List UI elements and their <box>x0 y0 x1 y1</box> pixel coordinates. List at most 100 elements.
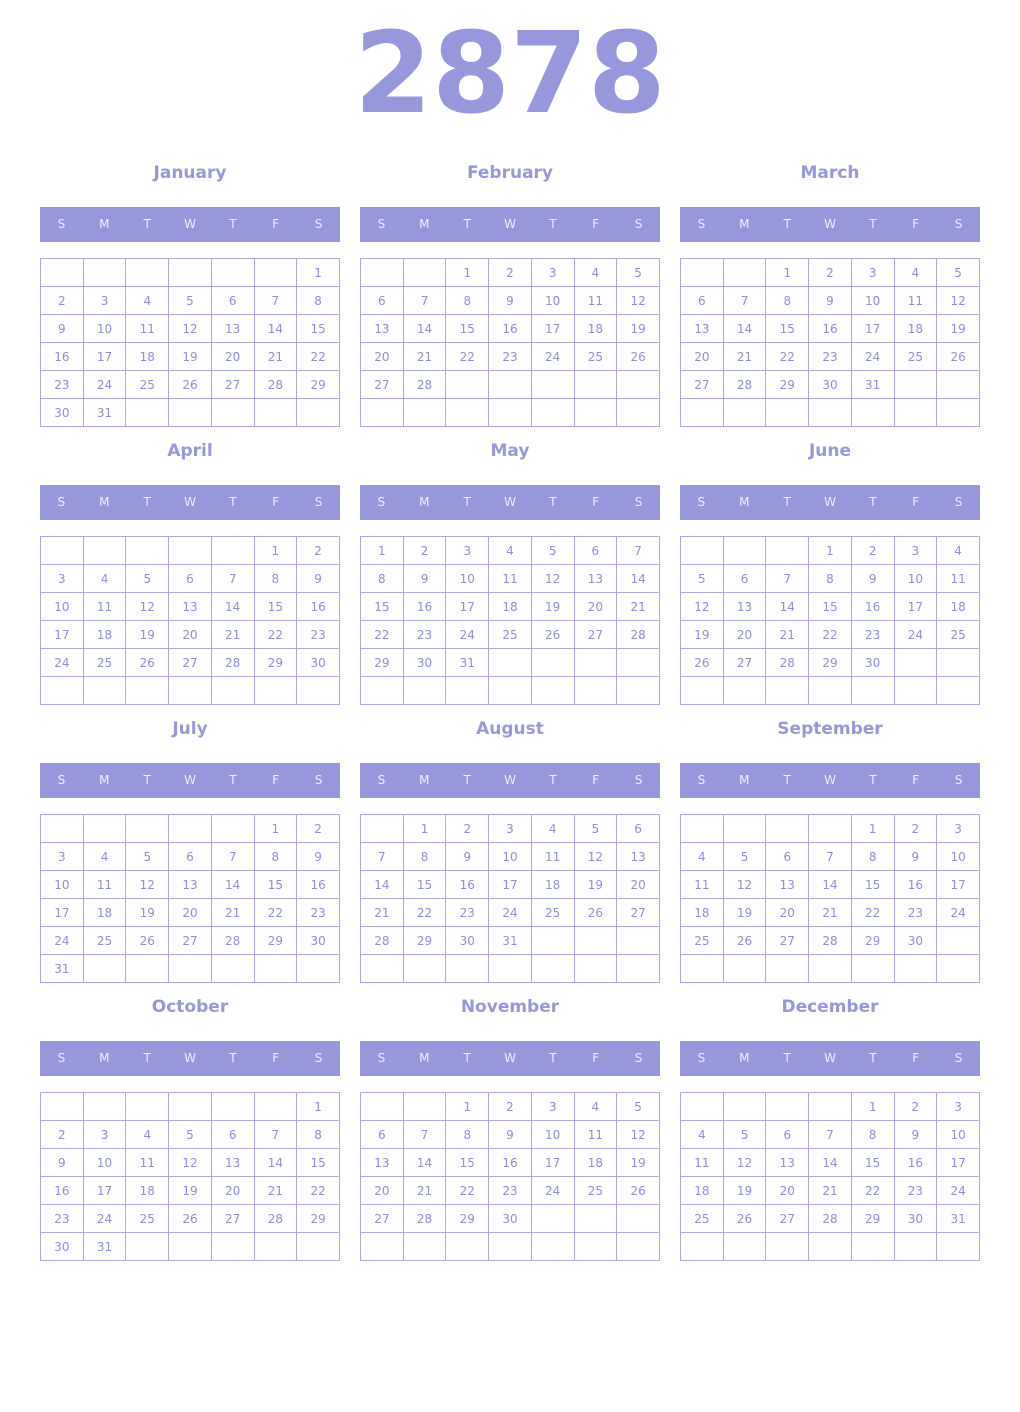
weekday-label: W <box>184 773 196 787</box>
day-cell: 27 <box>168 926 212 955</box>
weekday-label: M <box>419 495 430 509</box>
empty-cell <box>722 1092 767 1121</box>
day-cell: 11 <box>488 564 532 593</box>
weekday-label: F <box>912 773 920 787</box>
empty-cell <box>808 814 852 843</box>
weekday-label: F <box>912 1051 920 1065</box>
month-title: December <box>781 997 879 1017</box>
empty-cell <box>210 1092 255 1121</box>
day-cell: 21 <box>402 1176 447 1205</box>
day-cell: 18 <box>488 592 532 621</box>
day-cell: 18 <box>82 620 127 649</box>
day-cell: 9 <box>488 286 532 315</box>
week-row: 17 18 19 20 21 22 23 <box>40 620 340 649</box>
day-cell: 10 <box>530 1120 575 1149</box>
week-row: 5 6 7 8 9 10 11 <box>680 564 980 593</box>
day-cell: 4 <box>488 536 532 565</box>
day-cell: 11 <box>530 842 575 871</box>
empty-cell <box>445 1232 490 1261</box>
day-cell: 15 <box>402 870 447 899</box>
day-cell: 15 <box>360 592 404 621</box>
week-row <box>360 1232 660 1261</box>
empty-cell <box>616 676 660 705</box>
day-cell: 10 <box>936 1120 980 1149</box>
day-cell: 1 <box>402 814 447 843</box>
day-cell: 30 <box>808 370 852 399</box>
week-row: 20 21 22 23 24 25 26 <box>360 342 660 371</box>
day-cell: 18 <box>680 898 724 927</box>
day-cell: 23 <box>850 620 895 649</box>
day-cell: 3 <box>40 564 84 593</box>
empty-cell <box>402 1232 447 1261</box>
day-cell: 19 <box>722 898 767 927</box>
day-cell: 26 <box>125 926 170 955</box>
day-cell: 18 <box>680 1176 724 1205</box>
empty-cell <box>530 954 575 983</box>
day-cell: 26 <box>936 342 980 371</box>
empty-cell <box>253 1232 298 1261</box>
day-cell: 21 <box>402 342 447 371</box>
day-cell: 24 <box>850 342 895 371</box>
day-cell: 10 <box>530 286 575 315</box>
weekday-label: S <box>314 495 323 509</box>
day-cell: 11 <box>125 1148 170 1177</box>
week-row: 27 28 29 30 31 <box>680 370 980 399</box>
day-cell: 7 <box>765 564 810 593</box>
empty-cell <box>765 676 810 705</box>
empty-cell <box>936 370 980 399</box>
day-cell: 17 <box>40 898 84 927</box>
day-cell: 2 <box>893 814 938 843</box>
day-cell: 28 <box>402 1204 447 1233</box>
weekday-label: M <box>739 773 750 787</box>
weekday-label: T <box>463 1051 471 1065</box>
day-cell: 13 <box>168 592 212 621</box>
week-row: 10 11 12 13 14 15 16 <box>40 870 340 899</box>
day-cell: 9 <box>40 314 84 343</box>
day-cell: 27 <box>360 370 404 399</box>
empty-cell <box>210 954 255 983</box>
empty-cell <box>573 1232 618 1261</box>
day-cell: 7 <box>808 842 852 871</box>
day-cell: 15 <box>850 870 895 899</box>
week-row: 23 24 25 26 27 28 29 <box>40 1204 340 1233</box>
weekday-label: T <box>229 495 237 509</box>
weekday-label: S <box>697 495 706 509</box>
empty-cell <box>616 370 660 399</box>
day-cell: 10 <box>82 314 127 343</box>
weekday-label: F <box>592 495 600 509</box>
day-cell: 27 <box>765 926 810 955</box>
day-cell: 6 <box>573 536 618 565</box>
day-cell: 29 <box>850 926 895 955</box>
week-row: 24 25 26 27 28 29 30 <box>40 648 340 677</box>
day-cell: 31 <box>82 398 127 427</box>
weekday-label: S <box>954 217 963 231</box>
empty-cell <box>722 676 767 705</box>
empty-cell <box>210 536 255 565</box>
week-row: 31 <box>40 954 340 983</box>
empty-cell <box>168 1092 212 1121</box>
day-cell: 4 <box>936 536 980 565</box>
day-cell: 17 <box>530 314 575 343</box>
empty-cell <box>82 258 127 287</box>
day-cell: 3 <box>445 536 490 565</box>
empty-cell <box>168 258 212 287</box>
empty-cell <box>573 648 618 677</box>
day-cell: 13 <box>210 314 255 343</box>
day-cell: 21 <box>616 592 660 621</box>
empty-cell <box>253 676 298 705</box>
day-cell: 3 <box>530 1092 575 1121</box>
day-cell: 7 <box>210 842 255 871</box>
empty-cell <box>680 954 724 983</box>
day-cell: 30 <box>296 926 340 955</box>
day-cell: 9 <box>893 842 938 871</box>
week-row: 24 25 26 27 28 29 30 <box>40 926 340 955</box>
day-cell: 16 <box>40 1176 84 1205</box>
weekday-label: S <box>954 773 963 787</box>
day-cell: 15 <box>445 314 490 343</box>
week-row: 17 18 19 20 21 22 23 <box>40 898 340 927</box>
empty-cell <box>680 536 724 565</box>
